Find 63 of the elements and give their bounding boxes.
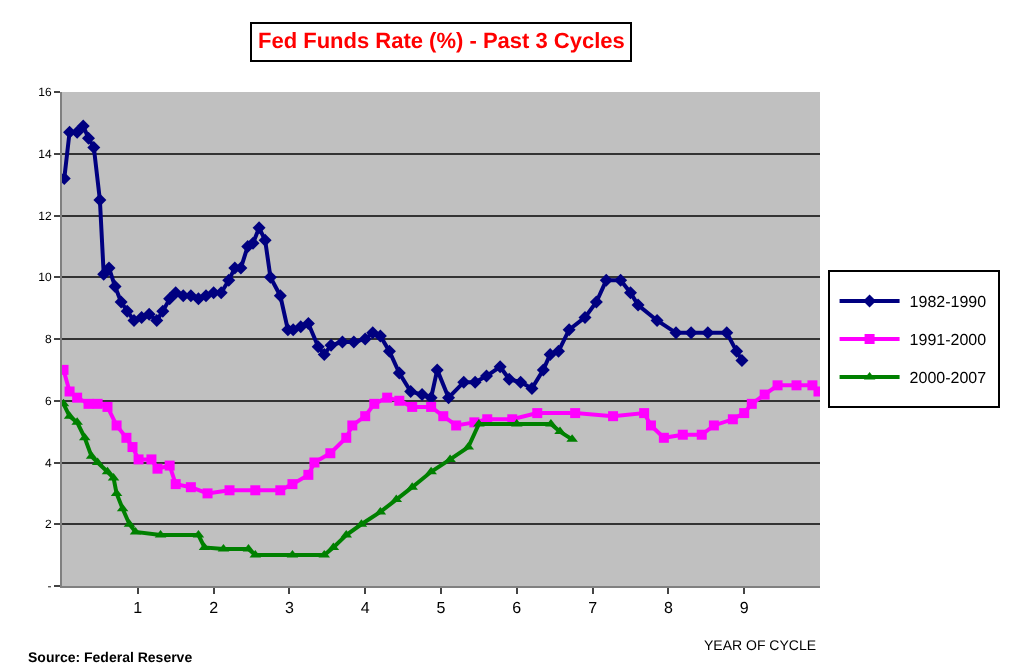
chart-title: Fed Funds Rate (%) - Past 3 Cycles [258, 30, 625, 54]
point [92, 398, 103, 409]
point [639, 408, 650, 419]
x-tick-label: 5 [436, 599, 447, 618]
point [791, 380, 802, 391]
x-tick-label: 1 [133, 599, 144, 618]
point [425, 466, 437, 475]
point [303, 469, 314, 480]
point [677, 429, 688, 440]
legend-label: 1982-1990 [909, 293, 988, 312]
x-tick-label: 6 [512, 599, 523, 618]
x-tick-label: 4 [360, 599, 371, 618]
point [394, 395, 405, 406]
point [511, 418, 523, 427]
point [309, 457, 320, 468]
point [341, 432, 352, 443]
point [696, 429, 707, 440]
point [146, 454, 157, 465]
point [554, 426, 566, 435]
point [772, 380, 783, 391]
point [111, 420, 122, 431]
point [102, 401, 113, 412]
point [438, 411, 449, 422]
point [127, 442, 138, 453]
point [224, 485, 235, 496]
point [608, 411, 619, 422]
point [164, 460, 175, 471]
point [727, 414, 738, 425]
point [250, 485, 261, 496]
legend-label: 2000-2007 [909, 369, 988, 388]
point [759, 389, 770, 400]
point [121, 432, 132, 443]
x-tick-label: 7 [588, 599, 599, 618]
point [64, 386, 75, 397]
point [202, 488, 213, 499]
point [382, 392, 393, 403]
x-tick-label: 9 [739, 599, 750, 618]
point [185, 482, 196, 493]
point [746, 398, 757, 409]
point [347, 420, 358, 431]
point [407, 401, 418, 412]
point [152, 463, 163, 474]
point [325, 448, 336, 459]
point [360, 411, 371, 422]
point [739, 408, 750, 419]
point [72, 392, 83, 403]
point [570, 408, 581, 419]
point [83, 398, 94, 409]
point [275, 485, 286, 496]
point [170, 479, 181, 490]
point [426, 401, 437, 412]
point [658, 432, 669, 443]
point [133, 454, 144, 465]
point [708, 420, 719, 431]
x-tick-label: 8 [663, 599, 674, 618]
point [287, 479, 298, 490]
x-tick-label: 2 [209, 599, 220, 618]
point [369, 398, 380, 409]
point [645, 420, 656, 431]
point [532, 408, 543, 419]
point [451, 420, 462, 431]
x-tick-label: 3 [284, 599, 295, 618]
legend-label: 1991-2000 [909, 331, 988, 350]
